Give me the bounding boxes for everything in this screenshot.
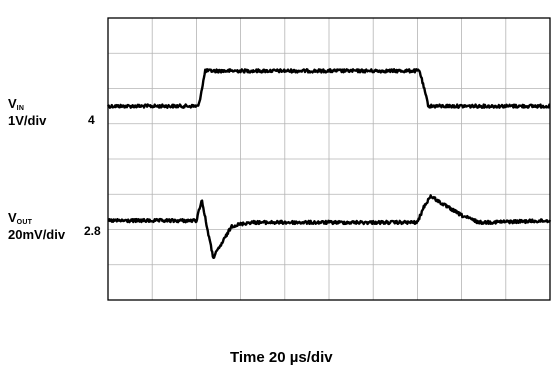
trace-vin: [106, 68, 551, 109]
vin-level-label: 4: [88, 113, 95, 127]
vin-scale: 1V/div: [8, 113, 47, 128]
vout-label: VOUT: [8, 210, 33, 226]
trace-vout: [107, 194, 552, 259]
scope-grid: [108, 18, 550, 300]
vout-scale: 20mV/div: [8, 227, 66, 242]
scope-traces: [106, 68, 552, 259]
vout-level-label: 2.8: [84, 224, 101, 238]
vin-label: VIN: [8, 96, 25, 112]
plot-frame: [107, 17, 551, 301]
x-axis-label: Time 20 µs/div: [230, 349, 333, 366]
